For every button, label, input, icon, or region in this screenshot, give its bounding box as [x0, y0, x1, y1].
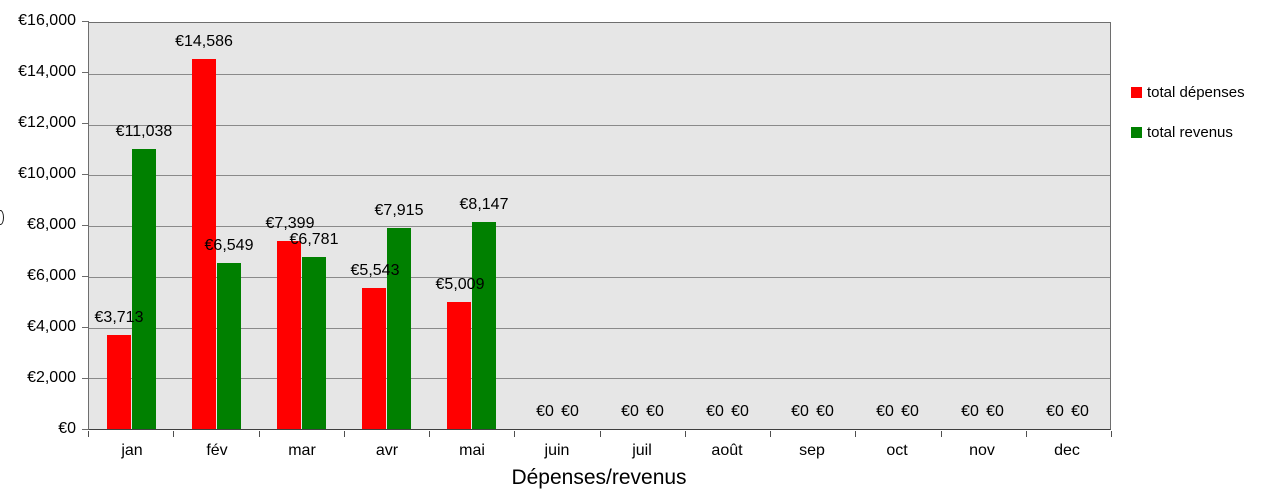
bar-depenses-jan[interactable] — [107, 335, 131, 429]
y-axis-tick — [82, 429, 89, 430]
y-axis-tick — [82, 327, 89, 328]
data-label: €0 — [876, 403, 894, 420]
y-axis-tick — [82, 72, 89, 73]
x-axis-tick — [855, 431, 856, 437]
y-axis-tick — [82, 378, 89, 379]
data-label: €5,009 — [435, 276, 485, 293]
gridline — [89, 378, 1110, 379]
data-label: €6,781 — [289, 231, 339, 248]
x-axis-tick — [429, 431, 430, 437]
gridline — [89, 277, 1110, 278]
legend: total dépenses total revenus — [1131, 83, 1245, 141]
y-axis-tick — [82, 21, 89, 22]
bar-depenses-mar[interactable] — [277, 241, 301, 429]
data-label: €6,549 — [204, 237, 254, 254]
bar-revenus-fév[interactable] — [217, 263, 241, 429]
data-label: €0 — [536, 403, 554, 420]
x-axis-tick — [1026, 431, 1027, 437]
legend-label: total revenus — [1147, 123, 1233, 141]
bar-depenses-fév[interactable] — [192, 59, 216, 429]
x-axis-tick-label: sep — [799, 442, 825, 459]
y-axis-tick-label: €12,000 — [18, 114, 76, 131]
y-axis-tick-label: €6,000 — [27, 267, 76, 284]
x-axis-tick-label: août — [711, 442, 743, 459]
x-axis-tick — [685, 431, 686, 437]
data-label: €0 — [791, 403, 809, 420]
data-label: €0 — [986, 403, 1004, 420]
data-label: €0 — [731, 403, 749, 420]
y-axis-tick — [82, 123, 89, 124]
data-label: €3,713 — [94, 309, 144, 326]
x-axis-tick — [173, 431, 174, 437]
data-label: €7,399 — [265, 215, 315, 232]
gridline — [89, 328, 1110, 329]
legend-item-total-depenses[interactable]: total dépenses — [1131, 83, 1245, 101]
x-axis-tick-label: dec — [1054, 442, 1080, 459]
y-axis-tick — [82, 225, 89, 226]
data-label: €5,543 — [350, 262, 400, 279]
y-axis-tick — [82, 276, 89, 277]
x-axis-tick-label: juil — [632, 442, 652, 459]
data-label: €0 — [621, 403, 639, 420]
legend-label: total dépenses — [1147, 83, 1245, 101]
bar-depenses-avr[interactable] — [362, 288, 386, 429]
data-label: €0 — [816, 403, 834, 420]
y-axis-tick-label: €0 — [58, 420, 76, 437]
x-axis-title: Dépenses/revenus — [511, 466, 687, 489]
x-axis-tick — [259, 431, 260, 437]
data-label: €0 — [961, 403, 979, 420]
x-axis-tick — [1111, 431, 1112, 437]
x-axis-tick — [514, 431, 515, 437]
data-label: €0 — [901, 403, 919, 420]
bar-revenus-jan[interactable] — [132, 149, 156, 429]
x-axis-tick-label: mai — [459, 442, 485, 459]
x-axis-tick-label: mar — [288, 442, 316, 459]
x-axis-tick-label: nov — [969, 442, 995, 459]
x-axis-tick-label: juin — [544, 442, 570, 459]
y-axis-tick — [82, 174, 89, 175]
x-axis-tick — [600, 431, 601, 437]
legend-swatch-expenses-icon — [1131, 86, 1142, 98]
bar-revenus-avr[interactable] — [387, 228, 411, 429]
plot-area — [88, 22, 1111, 430]
x-axis-tick-label: jan — [121, 442, 143, 459]
y-axis-tick-label: €4,000 — [27, 318, 76, 335]
bar-revenus-mai[interactable] — [472, 222, 496, 429]
gridline — [89, 175, 1110, 176]
data-label: €8,147 — [459, 196, 509, 213]
x-axis-tick-label: fév — [206, 442, 228, 459]
x-axis-tick — [88, 431, 89, 437]
x-axis-tick — [770, 431, 771, 437]
y-axis-tick-label: €14,000 — [18, 63, 76, 80]
x-axis-tick — [344, 431, 345, 437]
y-axis-tick-label: €8,000 — [27, 216, 76, 233]
y-axis-tick-label: €16,000 — [18, 12, 76, 29]
data-label: €0 — [1071, 403, 1089, 420]
data-label: €0 — [706, 403, 724, 420]
y-axis-tick-label: €2,000 — [27, 369, 76, 386]
gridline — [89, 125, 1110, 126]
data-label: €0 — [561, 403, 579, 420]
gridline — [89, 226, 1110, 227]
data-label: €7,915 — [374, 202, 424, 219]
bar-depenses-mai[interactable] — [447, 302, 471, 429]
x-axis-tick-label: oct — [886, 442, 908, 459]
data-label: €0 — [646, 403, 664, 420]
x-axis-tick-label: avr — [375, 442, 399, 459]
x-axis-tick — [941, 431, 942, 437]
data-label: €14,586 — [175, 33, 233, 50]
legend-item-total-revenus[interactable]: total revenus — [1131, 123, 1245, 141]
data-label: €0 — [1046, 403, 1064, 420]
legend-swatch-revenues-icon — [1131, 126, 1142, 138]
gridline — [89, 74, 1110, 75]
data-label: €11,038 — [115, 123, 173, 140]
bar-revenus-mar[interactable] — [302, 257, 326, 429]
y-axis-tick-label: €10,000 — [18, 165, 76, 182]
